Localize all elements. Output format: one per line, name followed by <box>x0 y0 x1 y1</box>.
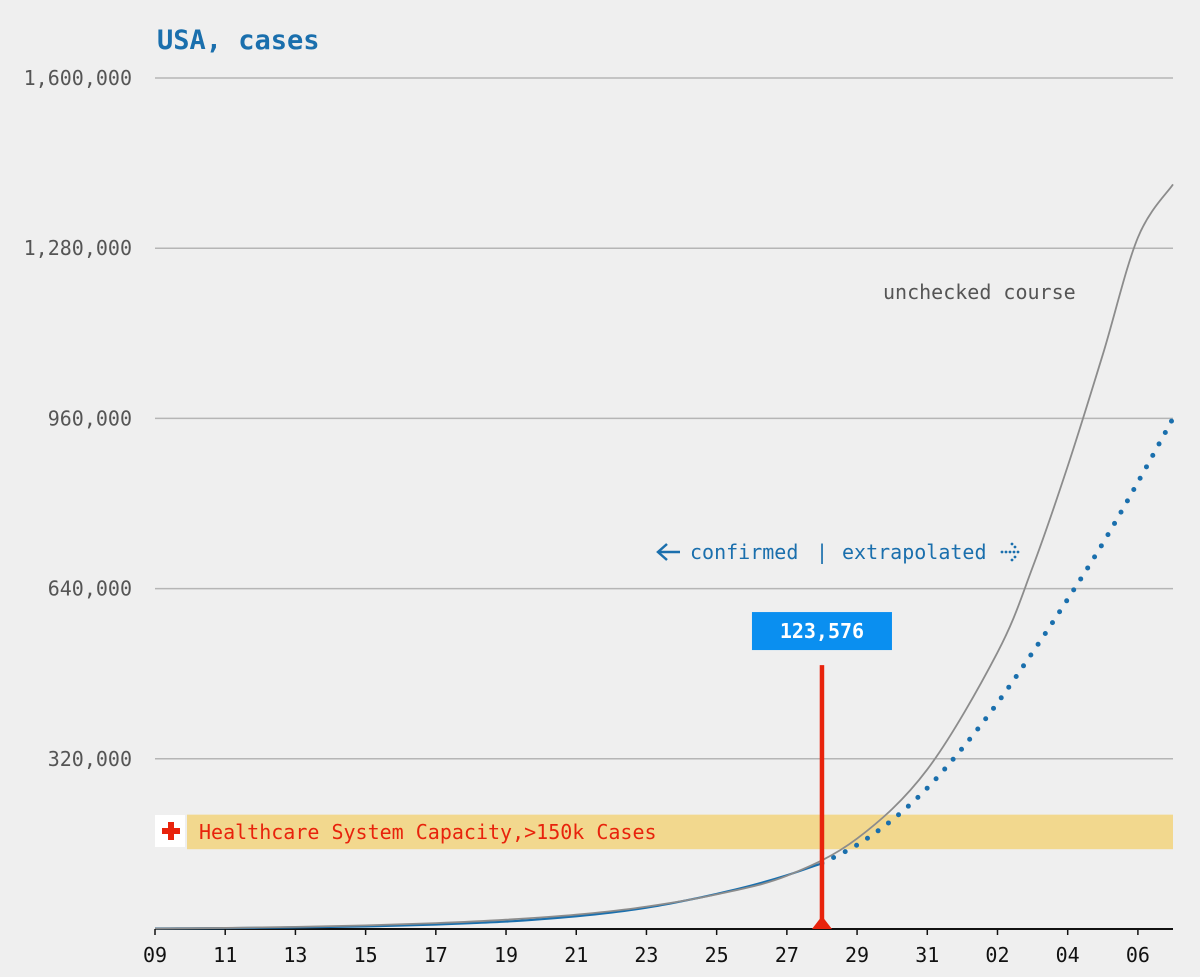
y-tick-label: 1,280,000 <box>24 236 132 260</box>
series-layer <box>154 183 1176 930</box>
legend-extrapolated: extrapolated <box>842 540 987 564</box>
legend: confirmed | extrapolated <box>656 540 1020 564</box>
capacity-band <box>187 814 1173 850</box>
x-tick-label: 21 <box>564 943 588 967</box>
series-line-confirmed <box>154 862 823 930</box>
marker-layer: 123,576 <box>751 612 892 929</box>
legend-separator: | <box>816 540 828 564</box>
x-tick-label: 15 <box>354 943 378 967</box>
x-tick-label: 27 <box>775 943 799 967</box>
y-tick-label: 320,000 <box>48 747 132 771</box>
x-tick-label: 17 <box>424 943 448 967</box>
x-tick-label: 02 <box>985 943 1009 967</box>
x-tick-label: 29 <box>845 943 869 967</box>
capacity-band-layer <box>187 814 1173 850</box>
tick-labels: 320,000 640,000 960,000 1,280,000 1,600,000 0… <box>24 66 1150 967</box>
chart-title: USA, cases <box>157 25 320 56</box>
y-tick-label: 1,600,000 <box>24 66 132 90</box>
gridlines <box>155 77 1173 930</box>
unchecked-course-label: unchecked course <box>883 280 1076 304</box>
value-callout-label: 123,576 <box>780 619 864 643</box>
x-tick-label: 23 <box>634 943 658 967</box>
value-callout <box>751 612 892 651</box>
y-tick-label: 640,000 <box>48 577 132 601</box>
x-tick-label: 09 <box>143 943 167 967</box>
legend-confirmed: confirmed <box>690 540 798 564</box>
series-line-unchecked-course <box>154 183 1174 930</box>
dotted-arrow-right-icon <box>1000 542 1020 562</box>
red-cross-icon <box>162 822 180 840</box>
x-tick-label: 13 <box>283 943 307 967</box>
capacity-label: Healthcare System Capacity,>150k Cases <box>199 820 657 844</box>
arrow-left-icon <box>656 543 680 561</box>
x-tick-label: 04 <box>1056 943 1080 967</box>
x-tick-label: 06 <box>1126 943 1150 967</box>
x-tick-label: 25 <box>705 943 729 967</box>
x-tick-label: 19 <box>494 943 518 967</box>
capacity-annotation: Healthcare System Capacity,>150k Cases <box>155 815 657 847</box>
x-tick-label: 31 <box>915 943 939 967</box>
x-tick-label: 11 <box>213 943 237 967</box>
y-tick-label: 960,000 <box>48 406 132 430</box>
marker-triangle-icon <box>811 916 832 929</box>
